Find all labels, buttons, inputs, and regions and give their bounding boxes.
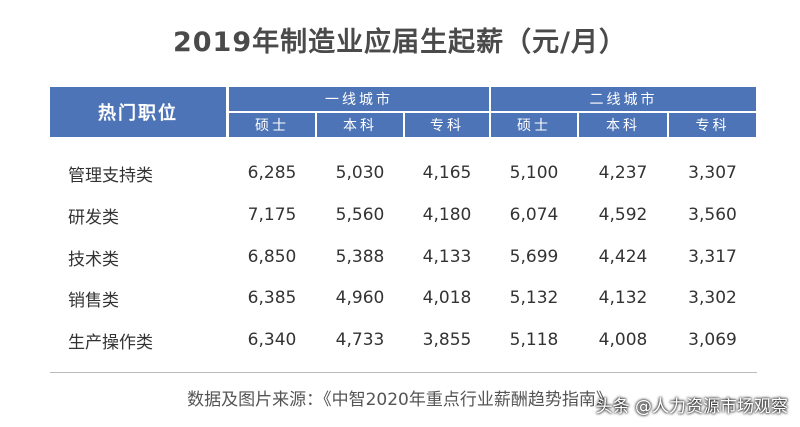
table-cell: 3,307	[688, 163, 737, 183]
table-cell: 5,030	[335, 163, 385, 183]
table-cell: 6,385	[247, 288, 297, 308]
sub-header: 专科	[669, 113, 756, 137]
table-cell: 6,285	[247, 163, 297, 183]
table-cell: 5,388	[335, 247, 385, 267]
table-cell: 4,018	[422, 288, 472, 308]
table-cell: 3,069	[688, 330, 737, 350]
table-cell: 5,560	[335, 205, 385, 225]
table-cell: 4,133	[422, 247, 472, 267]
table-cell: 5,100	[509, 163, 559, 183]
table-cell: 6,850	[247, 247, 297, 267]
table-cell: 7,175	[247, 205, 297, 225]
table-cell: 6,340	[247, 330, 297, 350]
row-label: 研发类	[68, 207, 119, 228]
table-cell: 3,560	[688, 205, 737, 225]
table-cell: 6,074	[509, 205, 559, 225]
table-cell: 4,237	[598, 163, 648, 183]
table-cell: 5,118	[509, 330, 559, 350]
sub-header: 硕士	[491, 113, 577, 137]
table-cell: 4,733	[335, 330, 385, 350]
source-note: 数据及图片来源：《中智2020年重点行业薪酬趋势指南》	[187, 390, 613, 410]
table-cell: 4,592	[598, 205, 648, 225]
title: 2019年制造业应届生起薪（元/月）	[172, 27, 627, 58]
table-cell: 5,132	[509, 288, 559, 308]
watermark: 头条 @人力资源市场观察	[595, 397, 788, 417]
row-label: 管理支持类	[68, 165, 153, 186]
table-cell: 4,132	[598, 288, 648, 308]
table-cell: 4,424	[598, 247, 648, 267]
sub-header: 本科	[317, 113, 403, 137]
sub-header: 专科	[405, 113, 489, 137]
sub-header: 硕士	[229, 113, 315, 137]
table-cell: 4,180	[422, 205, 472, 225]
divider	[50, 372, 757, 373]
table-cell: 4,008	[598, 330, 648, 350]
header-cell: 热门职位	[50, 87, 226, 137]
group-header: 二线城市	[491, 87, 756, 111]
table-cell: 3,317	[688, 247, 737, 267]
table-cell: 4,165	[422, 163, 472, 183]
sub-header: 本科	[579, 113, 667, 137]
group-header: 一线城市	[229, 87, 489, 111]
row-label: 销售类	[68, 290, 119, 311]
row-label: 生产操作类	[68, 332, 153, 353]
table-cell: 5,699	[509, 247, 559, 267]
row-label: 技术类	[68, 249, 119, 270]
table-cell: 4,960	[335, 288, 385, 308]
table-cell: 3,855	[422, 330, 472, 350]
table-cell: 3,302	[688, 288, 737, 308]
